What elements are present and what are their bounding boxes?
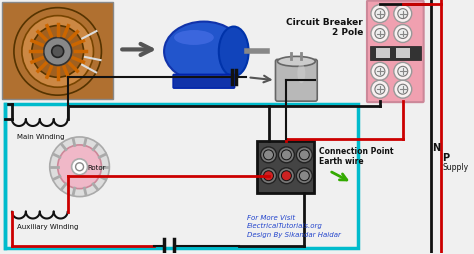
Circle shape <box>14 9 101 96</box>
Circle shape <box>44 38 72 66</box>
FancyBboxPatch shape <box>256 141 314 193</box>
Circle shape <box>32 26 83 78</box>
Circle shape <box>375 29 385 39</box>
FancyBboxPatch shape <box>2 3 113 100</box>
Ellipse shape <box>297 64 305 84</box>
Ellipse shape <box>174 31 214 46</box>
Circle shape <box>300 171 310 181</box>
Ellipse shape <box>277 57 315 67</box>
Circle shape <box>282 171 292 181</box>
Text: Main Winding: Main Winding <box>17 133 64 139</box>
Circle shape <box>375 10 385 20</box>
Circle shape <box>52 46 64 58</box>
Circle shape <box>394 63 412 81</box>
FancyBboxPatch shape <box>5 105 358 248</box>
Circle shape <box>371 81 389 99</box>
Text: Supply: Supply <box>443 163 469 172</box>
FancyBboxPatch shape <box>275 60 317 102</box>
Circle shape <box>371 63 389 81</box>
Circle shape <box>398 29 408 39</box>
FancyBboxPatch shape <box>367 2 424 103</box>
Circle shape <box>282 150 292 160</box>
Circle shape <box>264 171 273 181</box>
Circle shape <box>278 147 294 163</box>
Circle shape <box>398 10 408 20</box>
Circle shape <box>264 150 273 160</box>
Circle shape <box>375 85 385 95</box>
Text: Rotor: Rotor <box>88 164 106 170</box>
Circle shape <box>394 6 412 23</box>
Circle shape <box>50 137 109 197</box>
FancyBboxPatch shape <box>173 75 235 89</box>
Text: P: P <box>443 152 450 162</box>
Text: Auxiliary Winding: Auxiliary Winding <box>17 224 78 230</box>
Circle shape <box>300 150 310 160</box>
Circle shape <box>394 81 412 99</box>
Text: Connection Point
Earth wire: Connection Point Earth wire <box>319 146 394 166</box>
Ellipse shape <box>219 27 249 77</box>
Circle shape <box>394 25 412 43</box>
Text: Circuit Breaker
2 Pole: Circuit Breaker 2 Pole <box>286 18 363 37</box>
Ellipse shape <box>164 23 244 82</box>
Circle shape <box>296 168 312 184</box>
Circle shape <box>278 168 294 184</box>
Circle shape <box>58 145 101 189</box>
Circle shape <box>398 67 408 77</box>
FancyBboxPatch shape <box>370 47 420 61</box>
Circle shape <box>296 147 312 163</box>
Circle shape <box>75 163 83 171</box>
Circle shape <box>72 159 88 175</box>
Circle shape <box>261 147 276 163</box>
Text: N: N <box>433 142 441 152</box>
Circle shape <box>371 25 389 43</box>
Circle shape <box>371 6 389 23</box>
FancyBboxPatch shape <box>396 49 410 59</box>
Text: For More Visit
ElectricalTutorials.org
Design By Sikandar Haidar: For More Visit ElectricalTutorials.org D… <box>246 214 340 237</box>
Circle shape <box>375 67 385 77</box>
Circle shape <box>261 168 276 184</box>
Circle shape <box>22 17 93 88</box>
Circle shape <box>398 85 408 95</box>
FancyBboxPatch shape <box>376 49 390 59</box>
FancyBboxPatch shape <box>157 6 256 95</box>
